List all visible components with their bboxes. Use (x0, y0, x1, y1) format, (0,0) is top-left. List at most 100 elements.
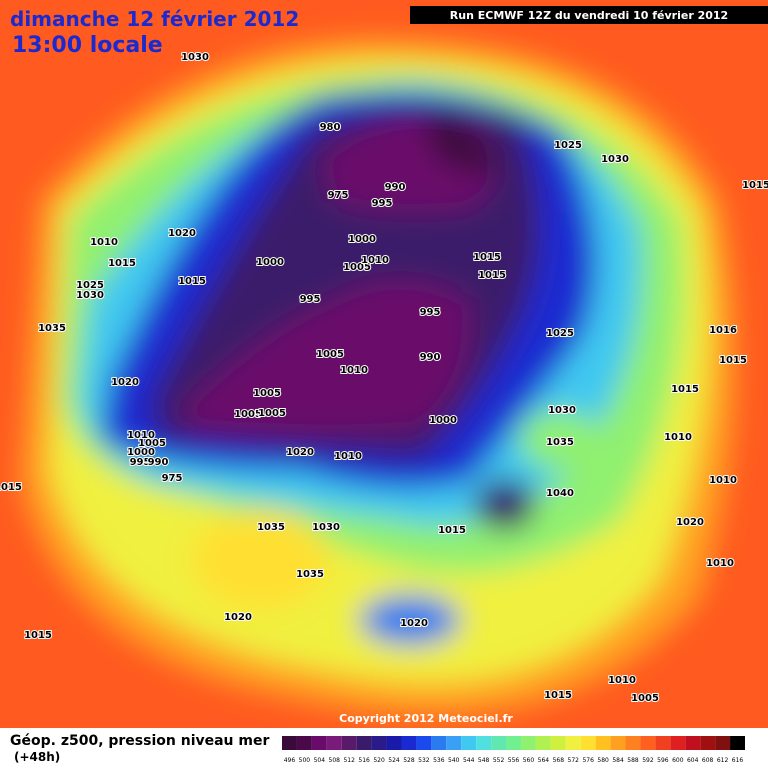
colorbar-label: 584 (612, 757, 624, 764)
isobar-label: 1020 (400, 618, 428, 629)
isobar-label: 1005 (343, 262, 371, 273)
colorbar-label: 576 (582, 757, 594, 764)
colorbar-label: 520 (373, 757, 385, 764)
colorbar-label: 568 (553, 757, 565, 764)
isobar-label: 1015 (438, 525, 466, 536)
colorbar-swatch (610, 736, 626, 750)
colorbar-swatch (282, 736, 297, 750)
colorbar-label: 504 (314, 757, 326, 764)
colorbar-swatch (401, 736, 417, 750)
colorbar-label: 516 (358, 757, 370, 764)
run-banner (410, 6, 768, 24)
colorbar-label: 496 (284, 757, 296, 764)
colorbar-label: 612 (717, 757, 729, 764)
isobar-label: 1020 (676, 517, 704, 528)
isobar-label: 1010 (127, 430, 155, 441)
isobar-label: 1025 (76, 280, 104, 291)
colorbar-swatch (371, 736, 387, 750)
colorbar-label: 592 (642, 757, 654, 764)
isobar-label: 1030 (181, 52, 209, 63)
colorbar-label: 548 (478, 757, 490, 764)
colorbar-label: 552 (493, 757, 505, 764)
isobar-label: 1010 (90, 237, 118, 248)
colorbar-swatch (550, 736, 566, 750)
isobar-label: 1015 (473, 252, 501, 263)
colorbar: 496 500 504 508 512 516 520 524 528 532 536 540 544 5… (282, 736, 745, 764)
colorbar-swatch (416, 736, 432, 750)
isobar-label: 1010 (608, 675, 636, 686)
colorbar-label: 572 (568, 757, 580, 764)
isobar-label: 990 (148, 457, 169, 468)
colorbar-label: 604 (687, 757, 699, 764)
isobar-label: 1020 (286, 447, 314, 458)
copyright: Copyright 2012 Meteociel.fr (339, 712, 513, 725)
isobar-label: 1005 (234, 409, 262, 420)
colorbar-swatch (565, 736, 581, 750)
colorbar-label: 596 (657, 757, 669, 764)
isobar-label: 1010 (664, 432, 692, 443)
colorbar-swatch (730, 736, 745, 750)
isobar-label: 1010 (340, 365, 368, 376)
isobar-label: 1005 (316, 349, 344, 360)
isobar-label: 1030 (601, 154, 629, 165)
isobar-label: 1016 (709, 325, 737, 336)
colorbar-swatch (476, 736, 492, 750)
colorbar-label: 616 (732, 757, 744, 764)
colorbar-swatch (580, 736, 596, 750)
colorbar-label: 580 (597, 757, 609, 764)
isobar-label: 1000 (127, 447, 155, 458)
isobar-label: 1035 (38, 323, 66, 334)
colorbar-swatch (356, 736, 372, 750)
colorbar-swatch (715, 736, 731, 750)
isobar-label: 1030 (76, 290, 104, 301)
colorbar-swatch (341, 736, 357, 750)
date: dimanche 12 février 2012 (10, 7, 299, 31)
isobar-label: 1005 (253, 388, 281, 399)
isobar-label: 995 (300, 294, 321, 305)
colorbar-label: 524 (388, 757, 400, 764)
isobar-label: 995 (420, 307, 441, 318)
isobar-label: 1010 (361, 255, 389, 266)
colorbar-label: 536 (433, 757, 445, 764)
lead-time: (+48h) (14, 750, 60, 764)
colorbar-label: 500 (299, 757, 311, 764)
colorbar-label: 588 (627, 757, 639, 764)
colorbar-swatch (491, 736, 507, 750)
isobar-label: 1015 (671, 384, 699, 395)
colorbar-swatch (431, 736, 447, 750)
isobar-label: 1015 (178, 276, 206, 287)
colorbar-swatch (520, 736, 536, 750)
isobar-label: 1010 (706, 558, 734, 569)
isobar-label: 1005 (631, 693, 659, 704)
colorbar-label: 508 (329, 757, 341, 764)
colorbar-swatch (296, 736, 312, 750)
isobar-label: 990 (420, 352, 441, 363)
isobar-label: 1010 (709, 475, 737, 486)
colorbar-label: 512 (343, 757, 355, 764)
colorbar-swatch (640, 736, 656, 750)
isobar-label: 975 (328, 190, 349, 201)
colorbar-swatch (700, 736, 716, 750)
colorbar-label: 608 (702, 757, 714, 764)
isobar-label: 995 (130, 457, 151, 468)
colorbar-swatch (461, 736, 477, 750)
isobar-label: 1000 (348, 234, 376, 245)
local-time: 13:00 locale (12, 33, 163, 58)
isobar-label: 1020 (111, 377, 139, 388)
isobar-label: 1015 (544, 690, 572, 701)
isobar-label: 1015 (108, 258, 136, 269)
isobar-label: 995 (372, 198, 393, 209)
isobar-label: 1015 (0, 482, 22, 493)
geopotential-field (20, 38, 736, 717)
isobar-label: 1035 (296, 569, 324, 580)
isobar-label: 1000 (429, 415, 457, 426)
isobar-label: 1005 (258, 408, 286, 419)
colorbar-swatch (506, 736, 521, 750)
isobar-label: 1030 (548, 405, 576, 416)
isobar-label: 1040 (546, 488, 574, 499)
isobar-label: 980 (320, 122, 341, 133)
colorbar-label: 544 (463, 757, 475, 764)
